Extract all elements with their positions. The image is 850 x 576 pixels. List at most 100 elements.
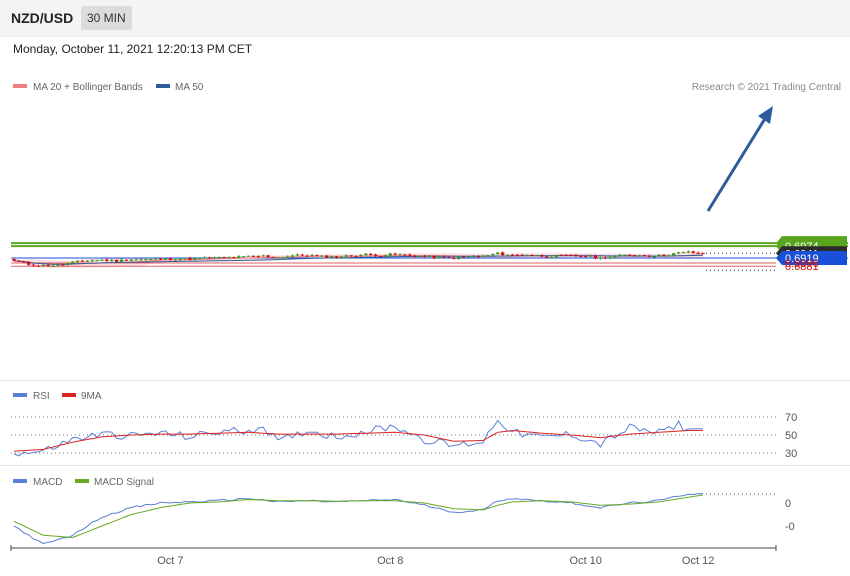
macd-signal-line [13,494,704,539]
candle-body [540,255,544,257]
candle-body [246,255,251,257]
candle-body [398,254,402,256]
candle-body [80,260,85,262]
candle-body [290,255,295,257]
candle-body [56,264,60,266]
candle-body [334,256,339,258]
candle-body [183,257,187,259]
timestamp: Monday, October 11, 2021 12:20:13 PM CET [13,42,253,56]
candle-body [618,254,622,256]
candle-body [178,258,182,260]
candle-body [354,256,358,258]
pivot-label-tag [776,251,847,265]
candle-body [251,255,256,257]
candle-body [373,254,378,257]
candle-body [456,256,461,259]
candle-body [197,258,202,260]
candle-body [701,253,705,255]
candle-body [276,257,280,259]
candle-body [408,254,412,256]
candles [12,250,705,267]
macd-legend-swatch [13,479,27,483]
candle-body [412,255,417,257]
candle-body [70,261,75,264]
candle-body [657,254,661,257]
candle-body [628,254,632,256]
ma50-line [13,254,704,265]
candle-body [623,254,627,256]
top-bar: NZD/USD 30 MIN [0,0,850,37]
candle-body [66,263,70,265]
candle-body [325,255,329,258]
candle-body [168,258,173,260]
candle-body [222,256,226,258]
candle-body [496,252,500,255]
candle-body [51,265,55,267]
x-tick-label: Oct 8 [377,555,403,567]
rsi-level-label: 30 [785,448,797,460]
candle-body [535,255,539,257]
bollinger-band [14,251,703,269]
candle-body [491,254,495,256]
ma20-legend-label: MA 20 + Bollinger Bands [33,82,143,93]
candle-body [173,259,177,261]
forecast-arrow-head [758,106,773,124]
candle-body [310,255,314,257]
candle-body [554,254,559,258]
candle-body [105,259,109,261]
candle-body [90,260,94,262]
candle-body [364,253,368,256]
candle-body [369,253,373,255]
rsi-ma-line [13,429,703,452]
candle-body [75,260,80,262]
candle-body [315,255,319,257]
candle-body [46,264,50,267]
panel-divider [0,380,850,381]
candle-body [295,254,300,256]
candle-body [652,256,656,258]
support-label: 0.6896 [785,258,819,270]
candle-body [124,259,129,261]
candle-body [232,257,236,259]
candle-body [579,256,583,258]
candle-body [574,254,578,256]
candle-body [696,252,700,254]
candle-body [486,255,490,257]
candle-body [559,254,563,256]
candle-body [530,254,534,256]
rsi-level-label: 70 [785,412,797,424]
candle-body [481,255,485,257]
candle-body [691,251,695,253]
candle-body [329,256,334,258]
candle-body [271,257,275,259]
credit-text: Research © 2021 Trading Central [692,82,841,93]
candle-body [584,256,588,258]
candle-body [447,256,451,258]
candle-body [510,254,515,256]
candle-body [359,255,363,257]
timeframe-button[interactable]: 30 MIN [81,6,132,30]
macd-legend-label: MACD [33,477,62,488]
candle-body [500,252,505,256]
rsi-level-label: 50 [785,430,797,442]
candle-body [202,257,207,259]
candle-body [593,255,598,259]
candle-body [61,264,65,266]
ma50-legend-swatch [156,84,170,88]
candle-body [603,257,607,259]
candle-body [476,256,480,258]
candle-body [417,256,422,258]
candle-body [437,256,441,259]
candle-body [339,256,344,258]
candle-body [344,255,348,257]
ma50-legend-label: MA 50 [175,82,204,93]
rsi-panel: 70 50 30 [11,412,797,460]
candle-body [452,257,456,259]
candle-body [17,260,21,262]
candle-body [85,260,89,262]
main-legend: MA 20 + Bollinger Bands MA 50 [13,82,204,93]
candle-body [100,259,104,261]
candle-body [188,257,192,260]
pivot-label: 0.6919 [785,253,819,265]
